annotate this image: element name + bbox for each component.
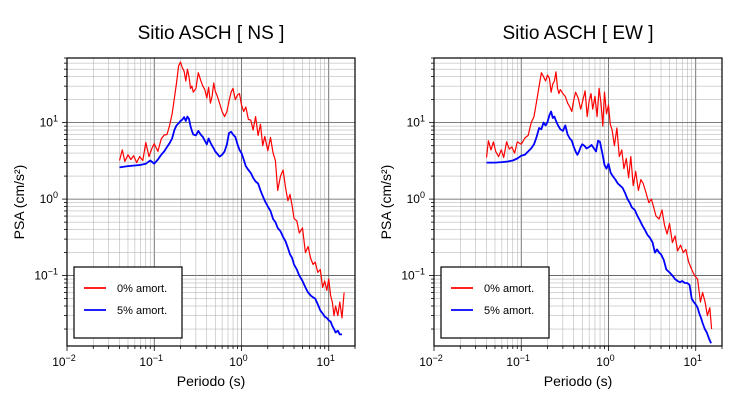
y-tick-label-ns: 101 <box>40 114 58 130</box>
legend-box-ns <box>73 266 183 339</box>
x-tick-label-ns: 10−2 <box>52 353 76 369</box>
x-axis-label-ew: Periodo (s) <box>544 373 612 389</box>
x-tick-label-exponent: −1 <box>153 353 163 363</box>
legend-label-ns-0: 0% amort. <box>117 283 167 295</box>
y-tick-label-ns: 10−1 <box>34 267 58 283</box>
x-tick-labels-ns: 10−2 10−1 100 101 <box>52 353 335 369</box>
y-tick-label-exponent: 0 <box>420 190 425 200</box>
y-tick-label-base: 10 <box>34 269 48 283</box>
chart-title-ns: Sitio ASCH [ NS ] <box>138 23 285 44</box>
x-axis-label-ns: Periodo (s) <box>177 373 245 389</box>
y-tick-label-base: 10 <box>40 116 54 130</box>
x-tick-label-ew: 101 <box>684 353 702 369</box>
series-line-ns-amort-5 <box>119 115 342 336</box>
x-tick-labels-ew: 10−2 10−1 100 101 <box>419 353 702 369</box>
series-line-ns-amort-0 <box>118 61 345 319</box>
x-tick-label-base: 10 <box>317 355 331 369</box>
x-tick-label-exponent: −2 <box>433 353 443 363</box>
legend-box-ew <box>440 266 550 339</box>
data-lines-ew <box>485 71 713 344</box>
y-tick-label-ew: 101 <box>407 114 425 130</box>
y-tick-label-exponent: −1 <box>48 267 58 277</box>
x-tick-label-exponent: 0 <box>243 353 248 363</box>
y-axis-label-ns: PSA (cm/s²) <box>11 165 27 240</box>
y-axis-label-ew: PSA (cm/s²) <box>378 165 394 240</box>
x-tick-label-exponent: 1 <box>330 353 335 363</box>
x-tick-label-base: 10 <box>229 355 243 369</box>
x-tick-label-exponent: −1 <box>520 353 530 363</box>
x-tick-label-base: 10 <box>596 355 610 369</box>
data-lines-ns <box>118 61 345 336</box>
x-tick-label-base: 10 <box>419 355 433 369</box>
x-tick-label-ns: 10−1 <box>139 353 163 369</box>
y-tick-label-base: 10 <box>40 192 54 206</box>
x-tick-label-exponent: 0 <box>610 353 615 363</box>
y-tick-label-exponent: 1 <box>420 114 425 124</box>
x-tick-label-base: 10 <box>52 355 66 369</box>
legend-label-ew-0: 0% amort. <box>484 283 534 295</box>
y-tick-label-ew: 10−1 <box>401 267 425 283</box>
legend-ns: 0% amort. 5% amort. <box>73 266 183 339</box>
x-tick-label-ew: 100 <box>596 353 614 369</box>
chart-ew: Sitio ASCH [ EW ] 10−2 10−1 100 101 10−1100… <box>378 23 723 389</box>
plot-frame-ew <box>433 57 723 347</box>
x-tick-label-base: 10 <box>506 355 520 369</box>
x-tick-label-exponent: −2 <box>66 353 76 363</box>
series-line-ew-amort-5 <box>486 110 712 344</box>
plot-frame-ns <box>66 57 356 347</box>
x-tick-label-base: 10 <box>684 355 698 369</box>
x-tick-label-ew: 10−1 <box>506 353 530 369</box>
y-tick-label-exponent: −1 <box>415 267 425 277</box>
y-tick-label-exponent: 1 <box>53 114 58 124</box>
legend-label-ns-1: 5% amort. <box>117 305 167 317</box>
x-tick-label-exponent: 1 <box>697 353 702 363</box>
legend-label-ew-1: 5% amort. <box>484 305 534 317</box>
y-tick-label-ns: 100 <box>40 190 58 206</box>
y-tick-label-base: 10 <box>407 192 421 206</box>
y-tick-label-exponent: 0 <box>53 190 58 200</box>
x-tick-label-ew: 10−2 <box>419 353 443 369</box>
legend-ew: 0% amort. 5% amort. <box>440 266 550 339</box>
chart-title-ew: Sitio ASCH [ EW ] <box>503 23 654 44</box>
x-tick-label-ns: 100 <box>229 353 247 369</box>
series-line-ew-amort-0 <box>485 71 713 330</box>
x-tick-label-base: 10 <box>139 355 153 369</box>
y-tick-label-base: 10 <box>407 116 421 130</box>
y-tick-label-base: 10 <box>401 269 415 283</box>
x-tick-label-ns: 101 <box>317 353 335 369</box>
y-tick-label-ew: 100 <box>407 190 425 206</box>
chart-ns: Sitio ASCH [ NS ] 10−2 10−1 100 101 10−1100… <box>11 23 356 389</box>
